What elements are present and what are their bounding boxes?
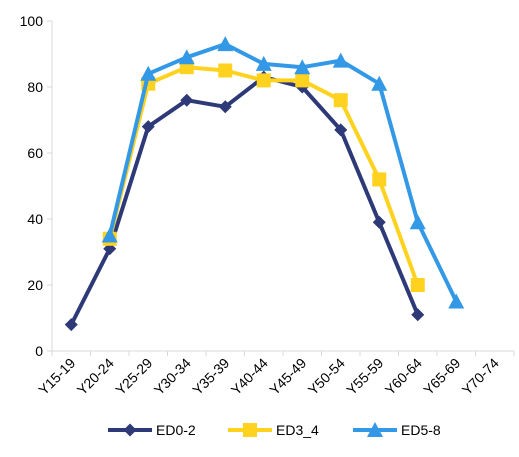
legend-marker	[367, 422, 383, 437]
legend-item: ED3_4	[228, 422, 319, 438]
series-line	[107, 42, 459, 303]
y-tick-label: 20	[27, 277, 43, 293]
legend-marker	[243, 423, 257, 437]
data-point	[334, 123, 348, 137]
x-tick-label: Y60-64	[382, 355, 425, 398]
data-point	[141, 120, 155, 134]
data-point	[409, 214, 426, 230]
y-tick-label: 0	[35, 343, 43, 359]
data-point	[255, 55, 272, 71]
y-tick-label: 100	[20, 13, 44, 29]
data-point	[256, 73, 271, 88]
series-line	[69, 75, 420, 326]
series-3	[101, 36, 465, 309]
x-tick-label: Y50-54	[305, 355, 348, 398]
legend-label: ED5-8	[401, 422, 441, 438]
x-tick-label: Y70-74	[459, 355, 502, 398]
data-point	[333, 93, 348, 108]
x-tick-label: Y35-39	[189, 355, 232, 398]
data-point	[371, 75, 388, 91]
legend: ED0-2 ED3_4 ED5-8	[108, 422, 441, 438]
data-point	[140, 65, 157, 81]
data-point	[64, 318, 78, 332]
series-layer	[64, 36, 465, 332]
data-point	[411, 308, 425, 322]
legend-label: ED0-2	[156, 422, 196, 438]
x-tick-label: Y45-49	[266, 355, 309, 398]
data-point	[178, 49, 195, 65]
x-tick-label: Y25-29	[112, 355, 155, 398]
data-point	[218, 63, 233, 78]
data-point	[410, 278, 425, 292]
series-line	[107, 65, 420, 286]
data-point	[372, 172, 387, 187]
x-tick-label: Y65-69	[420, 355, 463, 398]
data-point	[332, 52, 349, 68]
x-tick-label: Y40-44	[228, 355, 271, 398]
legend-item: ED0-2	[108, 422, 196, 438]
x-tick-label: Y15-19	[35, 355, 78, 398]
data-point	[294, 59, 311, 75]
x-tick-label: Y20-24	[74, 355, 117, 398]
data-point	[218, 100, 232, 114]
x-tick-label: Y30-34	[151, 355, 194, 398]
x-axis: Y15-19Y20-24Y25-29Y30-34Y35-39Y40-44Y45-…	[35, 350, 515, 398]
y-tick-label: 40	[27, 211, 43, 227]
y-tick-label: 60	[27, 145, 43, 161]
data-point	[448, 293, 465, 309]
data-point	[180, 93, 194, 107]
series-2	[102, 60, 425, 292]
x-tick-label: Y55-59	[343, 355, 386, 398]
data-point	[217, 36, 234, 52]
data-point	[101, 227, 118, 243]
data-point	[372, 215, 386, 229]
data-point	[295, 73, 310, 88]
legend-item: ED5-8	[353, 422, 441, 438]
legend-label: ED3_4	[276, 422, 319, 438]
y-tick-label: 80	[27, 79, 43, 95]
y-axis: 0 20 40 60 80 100	[20, 13, 53, 359]
legend-marker	[123, 423, 137, 437]
